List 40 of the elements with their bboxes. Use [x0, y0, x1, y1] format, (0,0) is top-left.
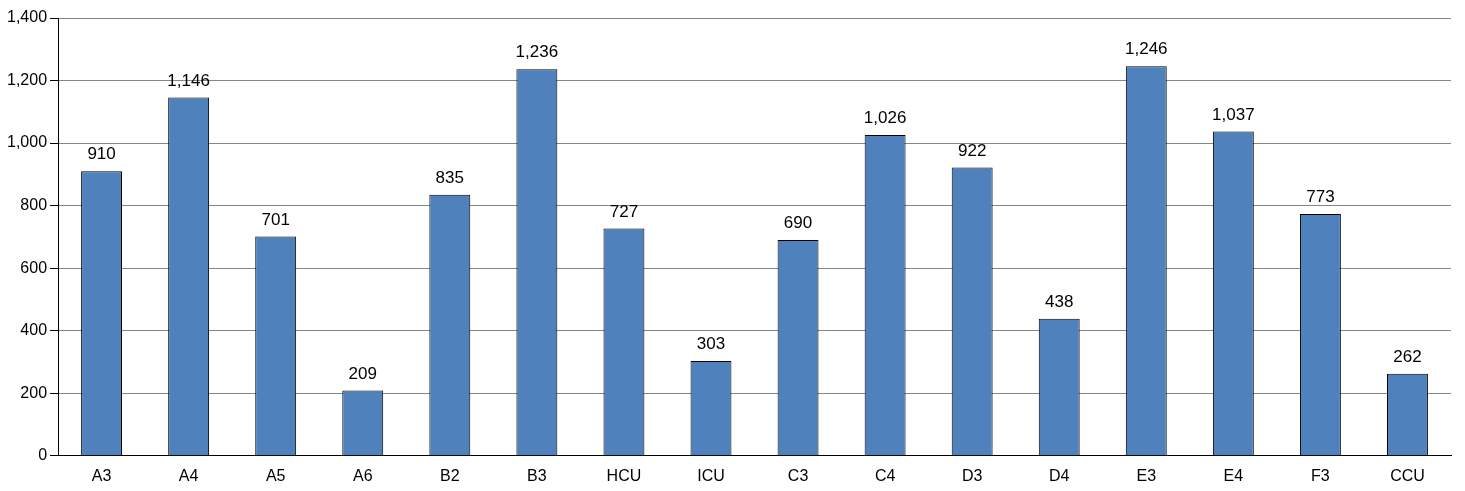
y-tick-label: 0 — [38, 446, 48, 464]
data-label: 1,026 — [863, 108, 907, 128]
data-label: 1,246 — [1125, 39, 1168, 59]
y-tick-label: 600 — [20, 258, 48, 276]
y-tick-label: 1,000 — [6, 133, 48, 151]
x-tick-label: D4 — [1049, 466, 1070, 484]
x-tick-label: C4 — [874, 466, 896, 484]
x-tick-label: ICU — [697, 466, 725, 484]
y-tick-label: 400 — [20, 321, 48, 339]
data-label: 727 — [609, 201, 639, 221]
data-label: 1,146 — [167, 70, 210, 90]
data-label: 1,037 — [1212, 104, 1255, 124]
y-tick-label: 1,200 — [6, 70, 48, 88]
x-tick-label: A6 — [352, 466, 373, 484]
data-label: 690 — [783, 213, 813, 233]
x-tick-label: A4 — [178, 466, 199, 484]
y-tick-label: 200 — [20, 383, 48, 401]
x-tick-label: CCU — [1390, 466, 1425, 484]
data-label: 835 — [435, 167, 464, 187]
data-label: 303 — [696, 334, 726, 354]
data-label: 910 — [87, 144, 116, 164]
x-tick-label: A3 — [91, 466, 112, 484]
x-tick-label: HCU — [606, 466, 642, 484]
x-tick-label: F3 — [1311, 466, 1330, 484]
x-tick-label: E3 — [1136, 466, 1157, 484]
data-label: 773 — [1306, 187, 1335, 207]
x-tick-label: D3 — [961, 466, 983, 484]
x-tick-label: B2 — [440, 466, 460, 484]
data-label: 922 — [957, 140, 987, 160]
x-tick-label: A5 — [265, 466, 286, 484]
data-label: 209 — [348, 363, 377, 383]
x-tick-label: C3 — [787, 466, 809, 484]
data-label: 438 — [1045, 292, 1074, 312]
x-tick-label: B3 — [527, 466, 547, 484]
y-tick-label: 800 — [20, 196, 48, 214]
data-label: 1,236 — [515, 42, 559, 62]
x-tick-label: E4 — [1223, 466, 1244, 484]
y-tick-label: 1,400 — [6, 8, 48, 26]
data-label: 262 — [1393, 347, 1422, 367]
data-label: 701 — [261, 209, 290, 229]
